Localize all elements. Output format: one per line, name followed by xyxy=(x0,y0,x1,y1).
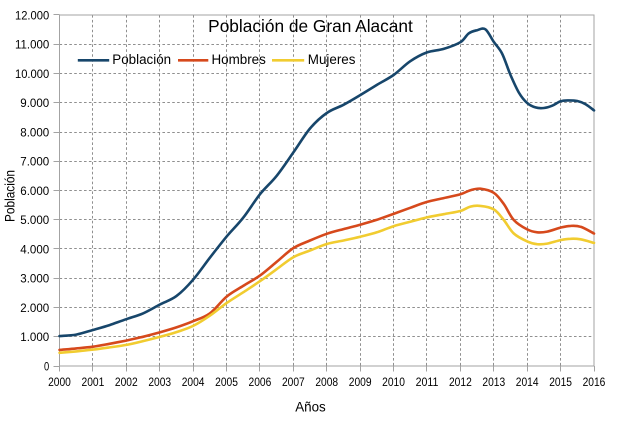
svg-text:Mujeres: Mujeres xyxy=(308,52,356,67)
svg-text:2005: 2005 xyxy=(215,377,238,389)
svg-text:1.000: 1.000 xyxy=(20,332,49,344)
svg-text:2016: 2016 xyxy=(583,377,606,389)
svg-text:9.000: 9.000 xyxy=(20,98,49,110)
svg-text:2007: 2007 xyxy=(282,377,305,389)
svg-text:2010: 2010 xyxy=(382,377,405,389)
svg-text:4.000: 4.000 xyxy=(20,244,49,256)
svg-text:6.000: 6.000 xyxy=(20,186,49,198)
svg-text:2009: 2009 xyxy=(349,377,372,389)
svg-text:2013: 2013 xyxy=(482,377,505,389)
svg-text:2006: 2006 xyxy=(249,377,272,389)
svg-text:2003: 2003 xyxy=(148,377,171,389)
svg-text:Población de Gran Alacant: Población de Gran Alacant xyxy=(208,16,413,36)
svg-text:Población: Población xyxy=(3,170,18,222)
svg-text:2015: 2015 xyxy=(549,377,572,389)
svg-text:7.000: 7.000 xyxy=(20,157,49,169)
svg-text:Población: Población xyxy=(112,52,171,67)
svg-text:2014: 2014 xyxy=(516,377,539,389)
svg-text:Hombres: Hombres xyxy=(212,52,267,67)
svg-text:2011: 2011 xyxy=(416,377,439,389)
svg-text:2004: 2004 xyxy=(182,377,205,389)
svg-text:0: 0 xyxy=(44,361,49,373)
svg-text:11.000: 11.000 xyxy=(15,40,49,52)
svg-text:2000: 2000 xyxy=(48,377,71,389)
svg-text:3.000: 3.000 xyxy=(20,274,49,286)
svg-text:12.000: 12.000 xyxy=(15,10,49,22)
svg-text:2.000: 2.000 xyxy=(20,303,49,315)
svg-text:8.000: 8.000 xyxy=(20,127,49,139)
svg-text:10.000: 10.000 xyxy=(15,69,49,81)
svg-text:2008: 2008 xyxy=(315,377,338,389)
svg-text:5.000: 5.000 xyxy=(20,215,49,227)
svg-text:Años: Años xyxy=(295,399,326,414)
svg-text:2001: 2001 xyxy=(82,377,105,389)
svg-text:2012: 2012 xyxy=(449,377,472,389)
svg-text:2002: 2002 xyxy=(115,377,138,389)
